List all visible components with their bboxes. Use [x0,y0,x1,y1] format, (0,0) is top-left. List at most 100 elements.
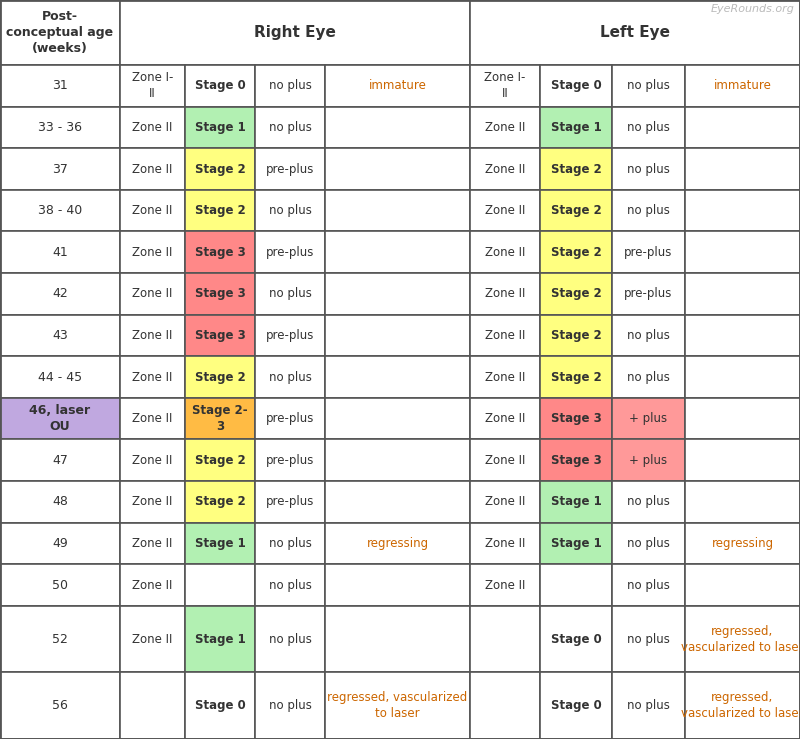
Bar [470,672,540,739]
Bar [470,398,540,440]
Text: Zone II: Zone II [132,495,173,508]
Text: 52: 52 [52,633,68,646]
Text: Stage 3: Stage 3 [194,287,246,300]
Bar [0,65,120,106]
Text: 46, laser
OU: 46, laser OU [30,404,90,433]
Bar [120,356,185,398]
Bar [540,481,612,522]
Bar [540,149,612,190]
Text: 47: 47 [52,454,68,467]
Bar [470,565,540,606]
Text: Stage 2: Stage 2 [194,454,246,467]
Text: Stage 2: Stage 2 [194,163,246,175]
Bar [470,190,540,231]
Bar [612,522,685,565]
Bar [120,440,185,481]
Text: no plus: no plus [269,633,311,646]
Text: no plus: no plus [627,633,670,646]
Bar [325,565,470,606]
Text: Stage 2: Stage 2 [550,246,602,259]
Bar [685,231,800,273]
Bar [120,231,185,273]
Text: no plus: no plus [627,699,670,712]
Bar [685,481,800,522]
Text: no plus: no plus [269,537,311,550]
Bar [470,315,540,356]
Bar [612,315,685,356]
Bar [540,398,612,440]
Bar [325,440,470,481]
Bar [185,273,255,315]
Text: Stage 0: Stage 0 [550,633,602,646]
Text: Zone II: Zone II [485,329,525,342]
Text: Stage 1: Stage 1 [550,121,602,134]
Bar [185,315,255,356]
Text: 48: 48 [52,495,68,508]
Bar [0,481,120,522]
Text: immature: immature [369,79,426,92]
Bar [685,190,800,231]
Bar [120,0,470,65]
Text: 37: 37 [52,163,68,175]
Text: EyeRounds.org: EyeRounds.org [711,4,795,14]
Bar [612,398,685,440]
Bar [120,398,185,440]
Text: Zone II: Zone II [132,579,173,591]
Bar [325,522,470,565]
Bar [325,481,470,522]
Bar [470,0,800,65]
Text: Stage 2: Stage 2 [194,370,246,384]
Text: Stage 2-
3: Stage 2- 3 [192,404,248,433]
Text: Zone II: Zone II [485,287,525,300]
Text: no plus: no plus [269,699,311,712]
Bar [325,65,470,106]
Bar [540,231,612,273]
Bar [0,149,120,190]
Text: Stage 0: Stage 0 [550,79,602,92]
Bar [120,65,185,106]
Text: + plus: + plus [630,412,667,425]
Text: Zone II: Zone II [485,412,525,425]
Bar [612,356,685,398]
Bar [255,398,325,440]
Text: Zone II: Zone II [485,121,525,134]
Bar [185,65,255,106]
Bar [470,149,540,190]
Bar [255,190,325,231]
Text: Stage 0: Stage 0 [194,79,246,92]
Bar [612,273,685,315]
Bar [185,106,255,149]
Text: Stage 2: Stage 2 [194,204,246,217]
Text: no plus: no plus [627,370,670,384]
Text: 56: 56 [52,699,68,712]
Bar [470,65,540,106]
Bar [612,231,685,273]
Bar [612,190,685,231]
Text: Zone II: Zone II [132,246,173,259]
Text: Zone II: Zone II [132,329,173,342]
Bar [255,106,325,149]
Bar [0,522,120,565]
Bar [185,231,255,273]
Bar [540,315,612,356]
Text: 42: 42 [52,287,68,300]
Text: Zone II: Zone II [485,495,525,508]
Text: Stage 3: Stage 3 [550,412,602,425]
Bar [612,565,685,606]
Bar [185,481,255,522]
Text: immature: immature [714,79,771,92]
Bar [685,398,800,440]
Text: Zone II: Zone II [485,454,525,467]
Bar [685,565,800,606]
Text: Stage 2: Stage 2 [550,370,602,384]
Text: regressed,
vascularized to laser: regressed, vascularized to laser [681,624,800,654]
Text: no plus: no plus [269,579,311,591]
Bar [0,315,120,356]
Bar [325,672,470,739]
Bar [0,672,120,739]
Text: Right Eye: Right Eye [254,25,336,40]
Text: Stage 2: Stage 2 [550,329,602,342]
Bar [255,440,325,481]
Bar [120,149,185,190]
Text: Stage 1: Stage 1 [550,495,602,508]
